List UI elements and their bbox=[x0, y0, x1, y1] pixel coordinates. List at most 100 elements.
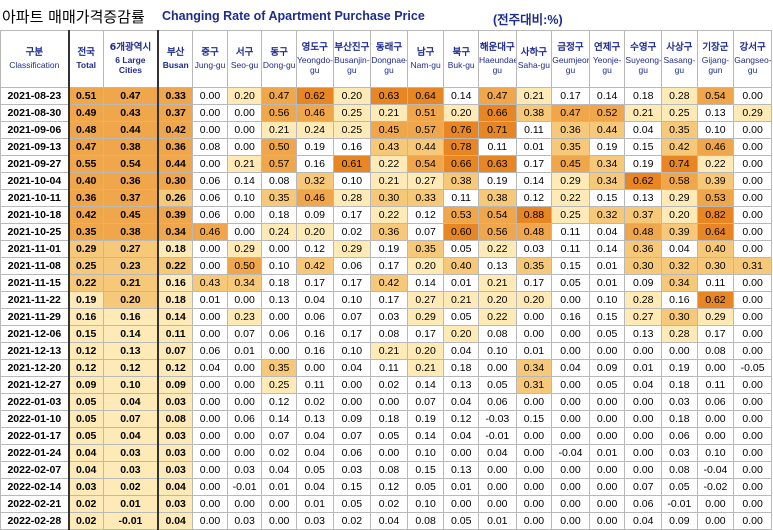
table-cell: 0.00 bbox=[696, 495, 735, 513]
table-cell: 0.28 bbox=[661, 325, 698, 343]
table-cell: 0.12 bbox=[406, 206, 445, 224]
table-row: 2021-11-15 0.22 0.21 0.16 0.43 0.34 0.18 0.17 0.… bbox=[0, 274, 772, 292]
table-cell: 0.30 bbox=[157, 172, 194, 190]
table-cell: 0.04 bbox=[661, 240, 698, 258]
table-cell: 0.04 bbox=[477, 444, 517, 462]
table-cell: 0.32 bbox=[588, 206, 626, 224]
row-date: 2021-08-30 bbox=[0, 104, 70, 122]
table-cell: 0.29 bbox=[332, 240, 372, 258]
table-cell: 0.61 bbox=[332, 155, 372, 173]
table-cell: 0.00 bbox=[515, 393, 553, 411]
column-header-korean: 6개광역시 bbox=[109, 42, 152, 53]
table-cell: 0.40 bbox=[443, 257, 479, 275]
table-cell: 0.14 bbox=[406, 427, 445, 445]
table-cell: 0.19 bbox=[477, 172, 517, 190]
table-cell: 0.29 bbox=[226, 240, 263, 258]
table-cell: 0.18 bbox=[157, 291, 194, 309]
table-cell: 0.15 bbox=[588, 308, 626, 326]
table-row: 2022-01-03 0.05 0.04 0.03 0.00 0.00 0.12 0.02 0.… bbox=[0, 393, 772, 411]
table-cell: 0.17 bbox=[406, 325, 445, 343]
table-cell: 0.54 bbox=[102, 155, 160, 173]
table-cell: 0.00 bbox=[226, 359, 263, 377]
table-cell: 0.16 bbox=[157, 274, 194, 292]
table-cell: 0.05 bbox=[68, 393, 104, 411]
table-cell: 0.00 bbox=[295, 359, 334, 377]
table-cell: 0.27 bbox=[406, 291, 445, 309]
table-cell: 0.62 bbox=[696, 291, 735, 309]
table-cell: 0.00 bbox=[551, 291, 590, 309]
column-header-english: Buk-gu bbox=[447, 60, 475, 70]
table-cell: 0.43 bbox=[370, 138, 408, 156]
table-cell: 0.04 bbox=[624, 512, 663, 530]
row-date: 2021-09-06 bbox=[0, 121, 70, 139]
table-cell: 0.00 bbox=[588, 512, 626, 530]
table-cell: 0.34 bbox=[157, 223, 194, 241]
table-cell: 0.14 bbox=[102, 325, 160, 343]
table-cell: 0.04 bbox=[102, 393, 160, 411]
table-row: 2021-10-11 0.36 0.37 0.26 0.06 0.10 0.35 0.46 0.… bbox=[0, 189, 772, 207]
table-cell: 0.01 bbox=[295, 495, 334, 513]
table-cell: 0.02 bbox=[68, 495, 104, 513]
table-cell: 0.18 bbox=[624, 87, 663, 105]
table-cell: 0.00 bbox=[192, 393, 228, 411]
table-cell: 0.18 bbox=[157, 240, 194, 258]
table-cell: 0.07 bbox=[406, 223, 445, 241]
column-header: 서구 Seo-gu bbox=[226, 30, 263, 88]
table-cell: 0.45 bbox=[370, 121, 408, 139]
table-cell: 0.14 bbox=[261, 410, 297, 428]
table-cell: 0.20 bbox=[477, 291, 517, 309]
table-cell: 0.02 bbox=[102, 478, 160, 496]
table-cell: 0.06 bbox=[192, 172, 228, 190]
table-cell: 0.38 bbox=[443, 172, 479, 190]
table-row: 2021-12-06 0.15 0.14 0.11 0.00 0.07 0.06 0.16 0.… bbox=[0, 325, 772, 343]
table-cell: 0.82 bbox=[696, 206, 735, 224]
table-cell: 0.30 bbox=[661, 308, 698, 326]
row-date: 2022-01-17 bbox=[0, 427, 70, 445]
row-date: 2021-08-23 bbox=[0, 87, 70, 105]
table-cell: 0.06 bbox=[261, 325, 297, 343]
table-cell: 0.62 bbox=[295, 87, 334, 105]
table-cell: 0.64 bbox=[406, 87, 445, 105]
table-cell: 0.16 bbox=[332, 138, 372, 156]
table-cell: 0.04 bbox=[443, 427, 479, 445]
table-cell: 0.17 bbox=[332, 206, 372, 224]
column-header: 동래구 Dongnae-gu bbox=[370, 30, 408, 88]
table-cell: 0.04 bbox=[370, 512, 408, 530]
table-cell: 0.00 bbox=[261, 342, 297, 360]
table-cell: 0.29 bbox=[406, 308, 445, 326]
table-cell: -0.01 bbox=[661, 495, 698, 513]
table-cell: 0.15 bbox=[515, 410, 553, 428]
table-cell: 0.00 bbox=[551, 478, 590, 496]
table-cell: 0.36 bbox=[157, 138, 194, 156]
table-cell: 0.00 bbox=[477, 495, 517, 513]
table-cell: 0.00 bbox=[624, 427, 663, 445]
table-cell: 0.00 bbox=[588, 461, 626, 479]
table-cell: 0.58 bbox=[661, 172, 698, 190]
column-header: 북구 Buk-gu bbox=[443, 30, 479, 88]
table-cell: 0.00 bbox=[192, 155, 228, 173]
table-cell: 0.04 bbox=[443, 393, 479, 411]
table-cell: 0.10 bbox=[226, 189, 263, 207]
table-cell: 0.05 bbox=[443, 240, 479, 258]
table-cell: 0.00 bbox=[624, 393, 663, 411]
column-header: 사상구 Sasang-gu bbox=[661, 30, 698, 88]
table-cell: 0.00 bbox=[261, 495, 297, 513]
table-cell: 0.04 bbox=[68, 461, 104, 479]
table-cell: 0.20 bbox=[406, 342, 445, 360]
table-cell: 0.00 bbox=[551, 427, 590, 445]
column-header-english: Yeonje-gu bbox=[592, 55, 622, 75]
table-cell: 0.06 bbox=[192, 189, 228, 207]
table-cell: 0.09 bbox=[661, 512, 698, 530]
table-cell: 0.04 bbox=[332, 359, 372, 377]
table-cell: 0.03 bbox=[661, 393, 698, 411]
table-cell: 0.00 bbox=[733, 308, 772, 326]
table-cell: 0.36 bbox=[624, 240, 663, 258]
table-cell: 0.00 bbox=[696, 359, 735, 377]
table-cell: 0.34 bbox=[226, 274, 263, 292]
table-cell: 0.00 bbox=[733, 155, 772, 173]
table-cell: 0.09 bbox=[588, 359, 626, 377]
column-header-english: Dong-gu bbox=[262, 60, 296, 70]
table-cell: 0.00 bbox=[515, 512, 553, 530]
table-cell: 0.35 bbox=[406, 240, 445, 258]
table-cell: 0.00 bbox=[733, 172, 772, 190]
